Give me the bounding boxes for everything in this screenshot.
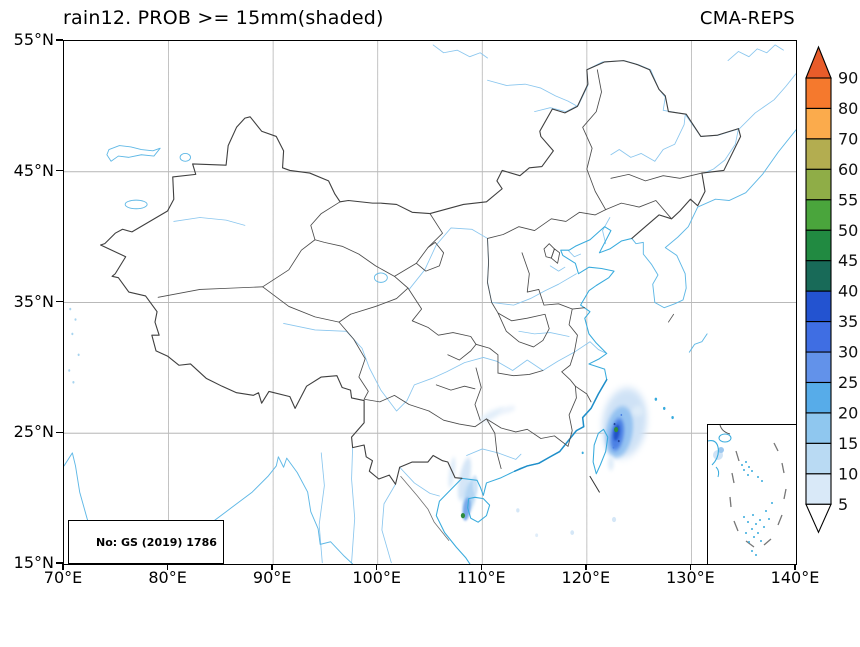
colorbar-tick-label: 60 — [838, 160, 858, 179]
scale-license-box: No: GS (2019) 1786 — [68, 520, 224, 564]
y-tick-mark — [56, 170, 63, 172]
precipitation-shading — [448, 387, 647, 538]
colorbar-segment — [805, 138, 832, 170]
y-tick-label: 15°N — [13, 553, 54, 572]
colorbar-tick-label: 80 — [838, 99, 858, 118]
colorbar-segment — [805, 229, 832, 262]
y-tick-mark — [56, 39, 63, 41]
y-tick-mark — [56, 431, 63, 433]
y-tick-label: 35°N — [13, 291, 54, 311]
map-canvas — [64, 41, 796, 564]
colorbar-segment — [805, 290, 832, 323]
y-tick-mark — [56, 300, 63, 303]
x-tick-mark — [794, 564, 796, 570]
y-tick-mark — [56, 562, 63, 564]
y-tick-label: 25°N — [13, 422, 54, 442]
colorbar-segment — [805, 168, 832, 201]
x-tick-label: 140°E — [770, 568, 820, 587]
x-tick-mark — [271, 564, 273, 570]
colorbar-tick-label: 10 — [838, 464, 858, 483]
colorbar: 90 80 70 60 55 50 45 40 35 30 25 20 15 10 5 — [805, 45, 858, 534]
scale-license-label: No: GS (2019) 1786 — [95, 536, 217, 549]
colorbar-segment — [805, 321, 832, 353]
lakes-layer — [68, 146, 387, 384]
inset-canvas — [708, 425, 787, 556]
national-border — [101, 61, 741, 492]
colorbar-tick-label: 15 — [838, 434, 858, 453]
rivers-layer — [174, 45, 796, 563]
south-china-sea-inset — [707, 424, 796, 564]
colorbar-segment — [805, 77, 832, 110]
valid-time-block: 2026013118(UTC) 2026020102(CST) — [622, 591, 795, 647]
colorbar-tick-label: 5 — [838, 495, 848, 514]
colorbar-segment — [805, 351, 832, 384]
colorbar-segment — [805, 107, 832, 140]
x-tick-label: 100°E — [352, 568, 402, 587]
colorbar-segment — [805, 412, 832, 444]
colorbar-tick-label: 40 — [838, 282, 858, 301]
colorbar-over-arrow — [805, 45, 832, 79]
page-title: rain12. PROB >= 15mm(shaded) — [63, 7, 384, 29]
colorbar-tick-label: 70 — [838, 129, 858, 148]
colorbar-tick-label: 30 — [838, 343, 858, 362]
x-tick-mark — [585, 564, 587, 570]
latlon-grid — [64, 41, 796, 564]
colorbar-segment — [805, 260, 832, 292]
init-time-block: 2026012906 + 060h 2026012914 + 060h — [65, 591, 274, 647]
model-label: CMA-REPS — [699, 8, 795, 29]
coastline-layer — [64, 63, 796, 564]
colorbar-tick-label: 25 — [838, 373, 858, 392]
x-tick-mark — [376, 564, 378, 570]
x-tick-label: 110°E — [456, 568, 506, 587]
colorbar-tick-label: 45 — [838, 251, 858, 270]
colorbar-tick-label: 50 — [838, 221, 858, 240]
x-tick-mark — [689, 564, 692, 570]
colorbar-under-arrow — [805, 503, 832, 534]
colorbar-segment — [805, 473, 832, 505]
x-tick-label: 120°E — [561, 568, 611, 587]
colorbar-tick-label: 55 — [838, 190, 858, 209]
colorbar-tick-label: 90 — [838, 69, 858, 88]
province-borders-layer — [158, 70, 702, 541]
x-tick-label: 90°E — [252, 568, 292, 587]
x-tick-label: 70°E — [43, 568, 83, 587]
y-tick-label: 45°N — [13, 160, 54, 180]
x-tick-mark — [480, 564, 482, 570]
map-plot-area: No: GS (2019) 1786 — [63, 40, 797, 565]
colorbar-segment — [805, 381, 832, 414]
x-tick-label: 80°E — [148, 568, 187, 587]
colorbar-tick-label: 35 — [838, 312, 858, 331]
nine-dash-lines — [729, 442, 787, 548]
x-tick-mark — [166, 564, 169, 570]
colorbar-tick-label: 20 — [838, 403, 858, 422]
inset-islands — [741, 461, 773, 556]
y-tick-label: 55°N — [13, 30, 54, 49]
colorbar-segment — [805, 442, 832, 475]
colorbar-segment — [805, 199, 832, 231]
x-tick-label: 130°E — [666, 568, 715, 587]
x-tick-mark — [62, 564, 64, 570]
